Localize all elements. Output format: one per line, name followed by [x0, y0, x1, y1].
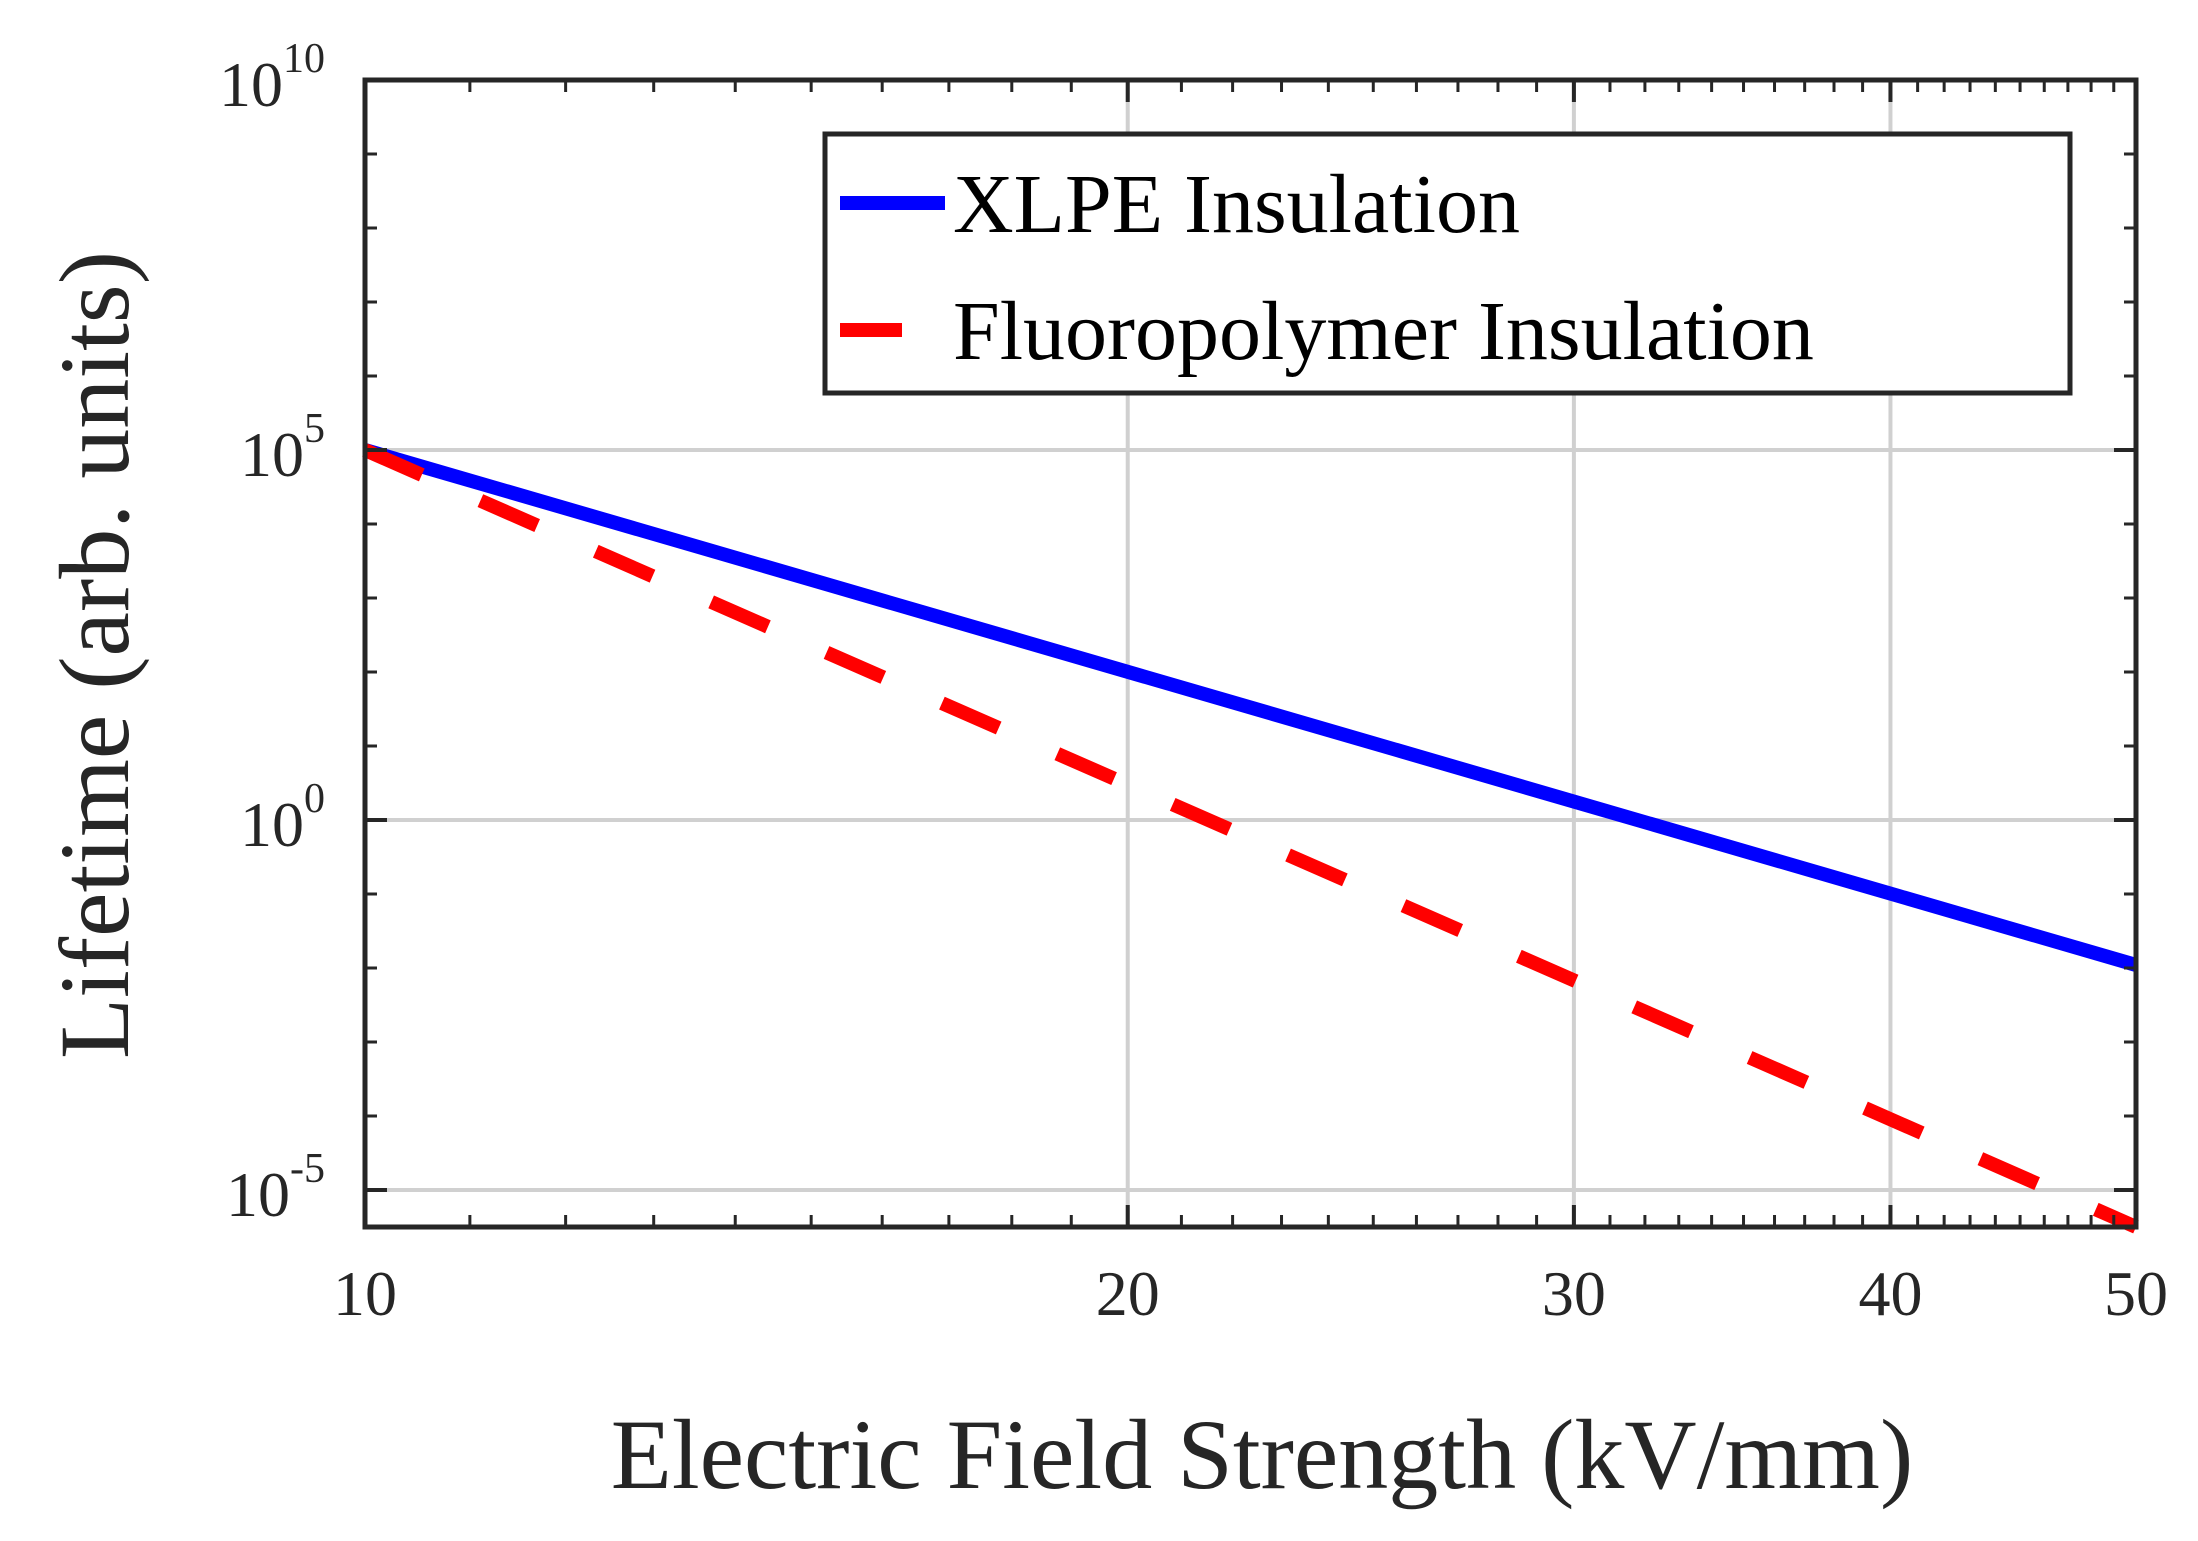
- x-tick-label: 10: [333, 1258, 397, 1329]
- x-tick-label: 50: [2104, 1258, 2168, 1329]
- legend: XLPE Insulation Fluoropolymer Insulation: [822, 131, 2073, 396]
- minor-ticks: [365, 80, 2136, 1227]
- y-tick-label: 1010: [219, 36, 325, 120]
- x-tick-label: 20: [1096, 1258, 1160, 1329]
- series-layer: [362, 443, 2139, 1234]
- series-line-fluoropolymer-insulation: [362, 443, 2139, 1234]
- y-tick-label: 10-5: [226, 1146, 325, 1230]
- legend-box: [822, 131, 2073, 396]
- legend-label: Fluoropolymer Insulation: [953, 285, 1814, 378]
- plot-area-frame: [362, 77, 2139, 1230]
- y-tick-label: 105: [240, 406, 325, 490]
- y-tick-label: 100: [240, 776, 325, 860]
- y-axis-title: Lifetime (arb. units): [39, 251, 150, 1059]
- legend-label: XLPE Insulation: [953, 158, 1520, 251]
- x-tick-label: 40: [1858, 1258, 1922, 1329]
- x-tick-label: 30: [1542, 1258, 1606, 1329]
- x-axis-title: Electric Field Strength (kV/mm): [611, 1399, 1914, 1510]
- series-line-xlpe-insulation: [363, 443, 2138, 972]
- major-ticks: 10 20 30 40 50 10-5 100 105 1010: [219, 36, 2168, 1329]
